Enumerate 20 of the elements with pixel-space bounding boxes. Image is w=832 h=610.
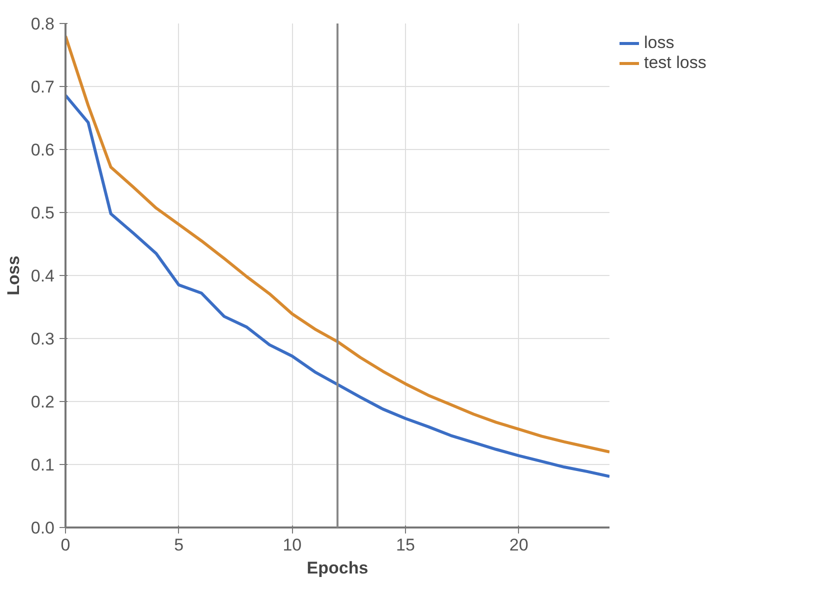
legend-label: test loss [644, 53, 706, 73]
x-tick-label: 10 [282, 536, 302, 554]
legend-label: loss [644, 33, 674, 53]
line-series [66, 34, 610, 454]
x-tick-label: 5 [174, 536, 184, 554]
x-axis-title: Epochs [306, 558, 368, 578]
y-tick-label: 0.3 [30, 330, 55, 348]
x-tick-label: 15 [396, 536, 415, 554]
y-tick-label: 0.2 [30, 392, 55, 412]
y-tick-label: 0.0 [30, 518, 55, 538]
y-tick-label: 0.6 [30, 140, 55, 160]
x-tick-label: 20 [509, 536, 528, 554]
y-axis-title: Loss [4, 256, 23, 296]
y-tick-label: 0.8 [30, 14, 55, 34]
y-tick-label: 0.5 [30, 204, 55, 222]
line-series [66, 94, 610, 478]
y-tick-label: 0.1 [30, 456, 55, 474]
x-tick-label: 0 [60, 536, 70, 554]
y-tick-label: 0.4 [30, 266, 55, 286]
y-tick-label: 0.7 [30, 78, 55, 96]
